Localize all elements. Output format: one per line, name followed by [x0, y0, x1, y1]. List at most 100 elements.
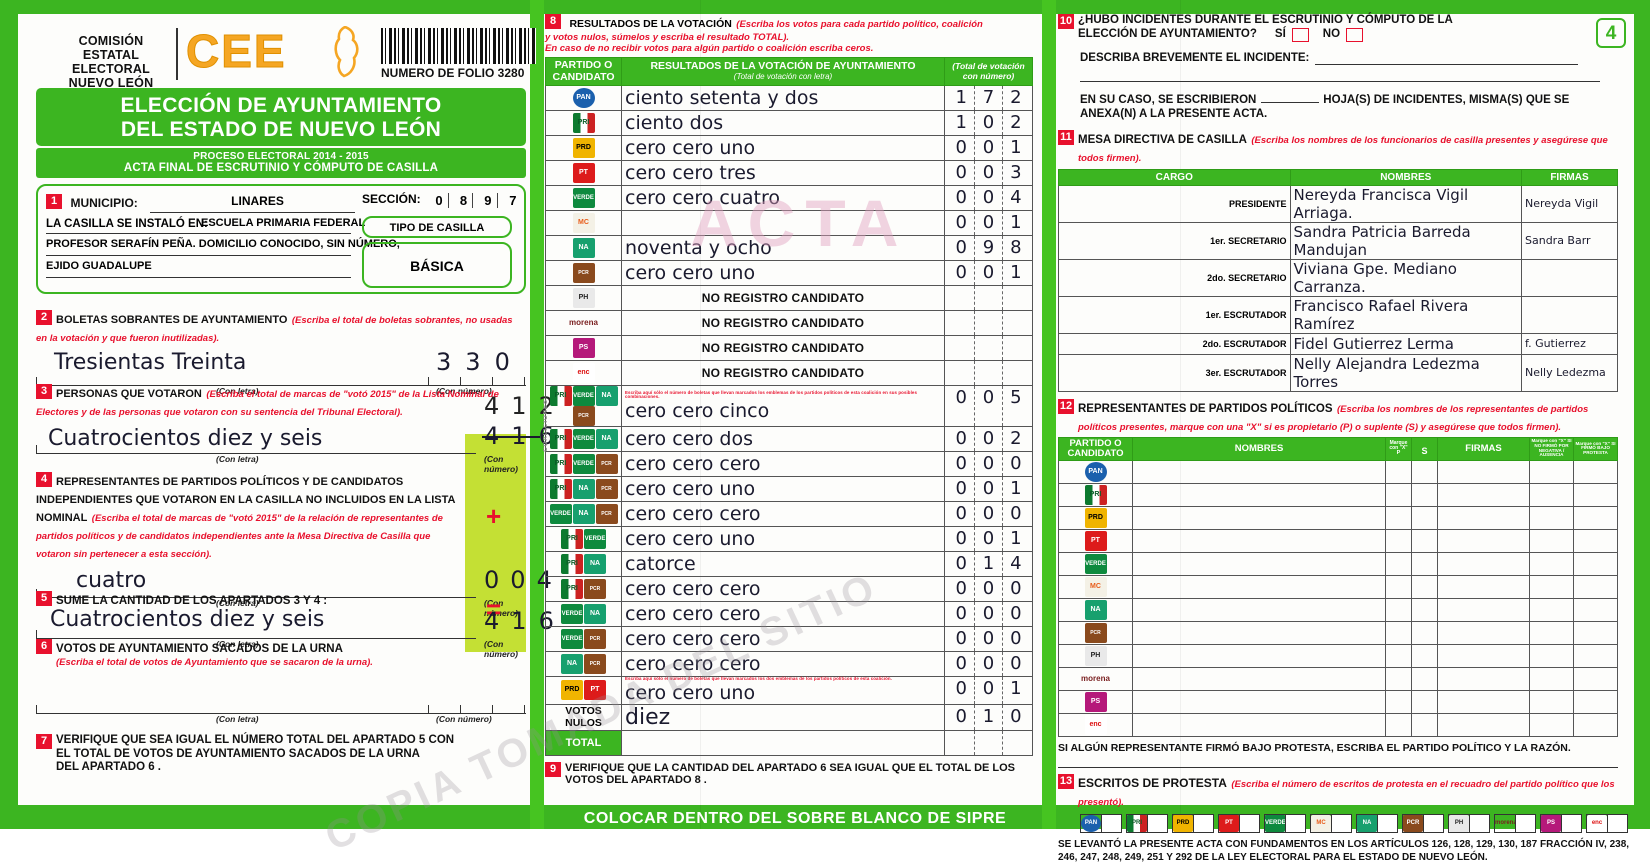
section-3-value-letra[interactable]: Cuatrocientos diez y seis: [48, 426, 323, 451]
rep-negativa-cell[interactable]: [1529, 551, 1574, 576]
rep-firma-cell[interactable]: [1437, 505, 1530, 530]
coalition-letra-cell[interactable]: cero cero cero: [621, 576, 945, 603]
rep-firma-cell[interactable]: [1437, 620, 1530, 645]
vote-numero-cell[interactable]: [944, 285, 1033, 312]
vote-numero-cell[interactable]: [944, 360, 1033, 387]
rep-protesta-cell[interactable]: [1573, 620, 1618, 645]
rep-protesta-cell[interactable]: [1573, 712, 1618, 737]
protest-box-value[interactable]: [1561, 815, 1581, 832]
describe-incident-input[interactable]: [1315, 52, 1578, 66]
protest-box-value[interactable]: [1239, 815, 1259, 832]
rep-s-cell[interactable]: [1411, 505, 1438, 530]
rep-firma-cell[interactable]: [1437, 482, 1530, 507]
rep-firma-cell[interactable]: [1437, 643, 1530, 668]
rep-negativa-cell[interactable]: [1529, 689, 1574, 714]
rep-s-cell[interactable]: [1411, 597, 1438, 622]
coalition-letra-cell[interactable]: catorce: [621, 551, 945, 578]
protest-box-value[interactable]: [1377, 815, 1397, 832]
rep-protesta-cell[interactable]: [1573, 528, 1618, 553]
rep-p-cell[interactable]: [1385, 666, 1412, 691]
rep-firma-cell[interactable]: [1437, 574, 1530, 599]
protest-box-pcr[interactable]: PCR: [1402, 814, 1444, 833]
coalition-letra-cell[interactable]: cero cero cero: [621, 626, 945, 653]
rep-firma-cell[interactable]: [1437, 666, 1530, 691]
section-4-value-letra[interactable]: cuatro: [76, 568, 147, 593]
rep-protesta-cell[interactable]: [1573, 666, 1618, 691]
rep-p-cell[interactable]: [1385, 689, 1412, 714]
rep-protesta-cell[interactable]: [1573, 551, 1618, 576]
rep-nombre-cell[interactable]: [1132, 597, 1386, 622]
vote-letra-cell[interactable]: NO REGISTRO CANDIDATO: [621, 335, 945, 362]
protest-box-pan[interactable]: PAN: [1080, 814, 1122, 833]
rep-nombre-cell[interactable]: [1132, 689, 1386, 714]
rep-protesta-cell[interactable]: [1573, 459, 1618, 484]
coalition-letra-cell[interactable]: cero cero cero: [621, 501, 945, 528]
rep-s-cell[interactable]: [1411, 712, 1438, 737]
rep-firma-cell[interactable]: [1437, 689, 1530, 714]
section-2-value-numero[interactable]: 330: [436, 348, 524, 376]
coalition-letra-cell[interactable]: cero cero dos: [621, 426, 945, 453]
mesa-nombre[interactable]: Nereyda Francisca Vigil Arriaga.: [1289, 184, 1522, 223]
protest-box-mc[interactable]: MC: [1310, 814, 1352, 833]
rep-s-cell[interactable]: [1411, 551, 1438, 576]
domicilio-line-2[interactable]: PROFESOR SERAFÍN PEÑA. DOMICILIO CONOCID…: [46, 238, 400, 250]
rep-negativa-cell[interactable]: [1529, 712, 1574, 737]
protest-box-na[interactable]: NA: [1356, 814, 1398, 833]
rep-negativa-cell[interactable]: [1529, 528, 1574, 553]
rep-s-cell[interactable]: [1411, 620, 1438, 645]
rep-s-cell[interactable]: [1411, 643, 1438, 668]
coalition-letra-cell[interactable]: cero cero cero: [621, 651, 945, 678]
vote-letra-cell[interactable]: ciento setenta y dos: [621, 85, 945, 112]
protest-box-value[interactable]: [1515, 815, 1535, 832]
vote-letra-cell[interactable]: cero cero uno: [621, 135, 945, 162]
mesa-firma[interactable]: Sandra Barr: [1521, 221, 1618, 260]
rep-negativa-cell[interactable]: [1529, 505, 1574, 530]
rep-protesta-cell[interactable]: [1573, 689, 1618, 714]
protest-note-input[interactable]: [1058, 754, 1618, 768]
total-letra[interactable]: [621, 729, 945, 756]
rep-nombre-cell[interactable]: [1132, 505, 1386, 530]
rep-s-cell[interactable]: [1411, 459, 1438, 484]
vote-letra-cell[interactable]: NO REGISTRO CANDIDATO: [621, 360, 945, 387]
mesa-nombre[interactable]: Sandra Patricia Barreda Mandujan: [1289, 221, 1522, 260]
mesa-nombre[interactable]: Viviana Gpe. Mediano Carranza.: [1289, 258, 1522, 297]
seccion-digits[interactable]: 0 8 9 7: [430, 192, 523, 210]
rep-negativa-cell[interactable]: [1529, 643, 1574, 668]
rep-p-cell[interactable]: [1385, 528, 1412, 553]
section-5-value-letra[interactable]: Cuatrocientos diez y seis: [50, 607, 325, 632]
protest-box-value[interactable]: [1101, 815, 1121, 832]
rep-negativa-cell[interactable]: [1529, 482, 1574, 507]
si-checkbox[interactable]: [1291, 27, 1309, 42]
protest-box-pri[interactable]: PRI: [1126, 814, 1168, 833]
vote-letra-cell[interactable]: NO REGISTRO CANDIDATO: [621, 285, 945, 312]
no-checkbox[interactable]: [1346, 27, 1364, 42]
rep-p-cell[interactable]: [1385, 482, 1412, 507]
coalition-letra-cell[interactable]: cero cero uno: [621, 526, 945, 553]
total-numero[interactable]: [944, 729, 1033, 756]
coalition-letra-cell[interactable]: cero cero cero: [621, 601, 945, 628]
coalition-letra-cell[interactable]: Escriba aquí sólo el número de boletas q…: [621, 676, 945, 705]
rep-protesta-cell[interactable]: [1573, 505, 1618, 530]
protest-box-value[interactable]: [1147, 815, 1167, 832]
rep-negativa-cell[interactable]: [1529, 620, 1574, 645]
rep-firma-cell[interactable]: [1437, 551, 1530, 576]
mesa-nombre[interactable]: Fidel Gutierrez Lerma: [1289, 332, 1522, 355]
rep-firma-cell[interactable]: [1437, 528, 1530, 553]
rep-p-cell[interactable]: [1385, 505, 1412, 530]
domicilio-line-1[interactable]: ESCUELA PRIMARIA FEDERAL: [201, 217, 366, 229]
rep-p-cell[interactable]: [1385, 551, 1412, 576]
rep-negativa-cell[interactable]: [1529, 597, 1574, 622]
coalition-letra-cell[interactable]: cero cero cero: [621, 451, 945, 478]
vote-letra-cell[interactable]: [621, 210, 945, 237]
rep-p-cell[interactable]: [1385, 712, 1412, 737]
